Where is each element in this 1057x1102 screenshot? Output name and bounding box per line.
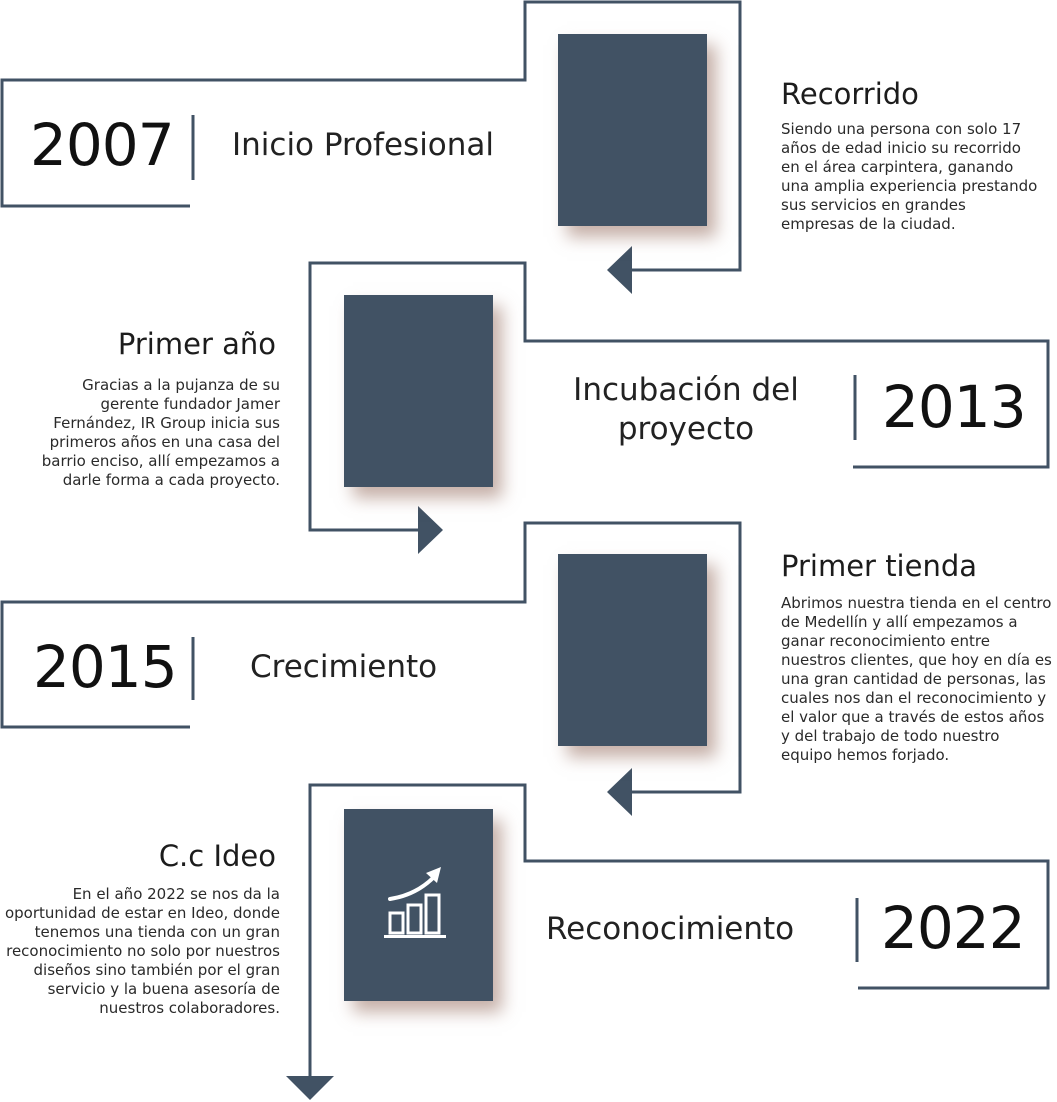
milestone-description: En el año 2022 se nos da la oportunidad … (4, 885, 280, 1017)
connector-2022 (308, 783, 1050, 1080)
image-placeholder-2015 (558, 554, 707, 746)
milestone-description: Siendo una persona con solo 17 años de e… (781, 120, 1038, 233)
milestone-year: 2013 (882, 373, 1027, 441)
image-placeholder-2013 (344, 295, 493, 487)
milestone-heading: C.c Ideo (158, 839, 276, 873)
milestone-heading: Recorrido (781, 77, 919, 111)
growth-chart-icon (384, 867, 446, 938)
milestone-description: Abrimos nuestra tienda en el centro de M… (781, 594, 1052, 764)
arrow-down-icon (286, 1076, 334, 1100)
milestone-phase: Inicio Profesional (232, 127, 495, 163)
arrow-right-icon (418, 506, 443, 554)
milestone-heading: Primer tienda (781, 549, 978, 583)
milestone-heading: Primer año (117, 327, 276, 361)
connector-2013 (308, 261, 1050, 532)
milestone-phase: Crecimiento (250, 649, 438, 685)
image-placeholder-2022 (344, 809, 493, 1001)
connector-2007 (0, 0, 742, 272)
connector-2015 (0, 521, 742, 794)
milestone-description: Gracias a la pujanza de su gerente funda… (41, 376, 280, 489)
milestone-phase: Reconocimiento (546, 911, 795, 947)
milestone-phase: Incubación del proyecto (573, 372, 799, 447)
milestone-year: 2007 (30, 111, 175, 179)
image-placeholder-2007 (558, 34, 707, 226)
arrow-left-icon (607, 768, 632, 816)
milestone-year: 2022 (881, 894, 1026, 962)
arrow-left-icon (607, 246, 632, 294)
milestone-year: 2015 (33, 633, 178, 701)
